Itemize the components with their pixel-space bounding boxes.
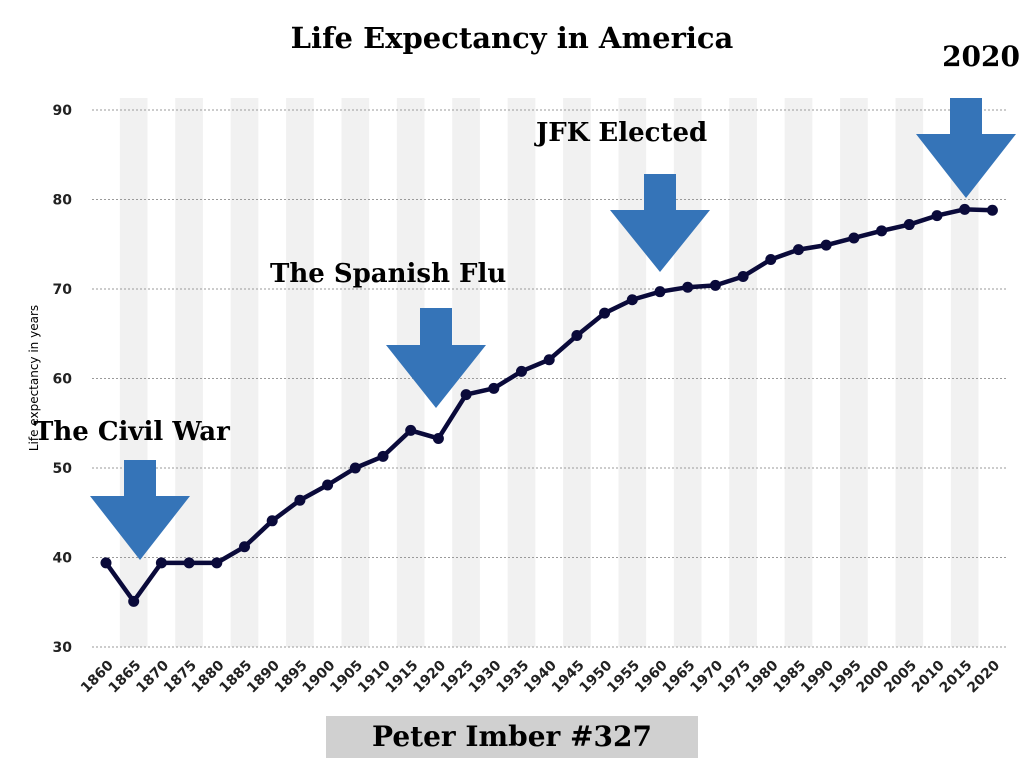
- data-point: [100, 557, 112, 569]
- data-point: [294, 494, 306, 506]
- background-band: [175, 98, 203, 647]
- background-band: [895, 98, 924, 647]
- y-tick-label: 90: [53, 103, 73, 119]
- arrow-down-icon: [386, 308, 486, 408]
- background-band: [618, 98, 647, 647]
- data-point: [599, 307, 611, 319]
- background-band: [840, 98, 868, 647]
- data-point: [682, 281, 694, 293]
- data-point: [626, 294, 638, 306]
- data-point: [709, 279, 721, 291]
- y-axis-label: Life expectancy in years: [27, 305, 41, 451]
- y-tick-label: 30: [53, 640, 73, 656]
- y-tick-label: 50: [53, 461, 73, 477]
- annotation-labels: The Civil War The Spanish Flu JFK Elected 2…: [34, 40, 1020, 447]
- data-point: [793, 244, 804, 256]
- data-point: [516, 365, 527, 377]
- data-point: [405, 424, 417, 436]
- background-band: [563, 98, 591, 647]
- arrow-down-icon: [90, 460, 190, 560]
- data-point: [959, 203, 971, 215]
- data-point: [266, 515, 278, 527]
- annotation-label: The Civil War: [34, 417, 230, 447]
- data-point: [377, 450, 389, 462]
- data-point: [239, 541, 250, 553]
- data-point: [432, 432, 444, 444]
- data-point: [128, 595, 140, 607]
- chart-title: Life Expectancy in America: [291, 21, 734, 55]
- data-point: [460, 389, 472, 401]
- data-point: [737, 270, 749, 282]
- data-point: [543, 354, 555, 366]
- data-point: [322, 479, 334, 491]
- x-tick-label: 2020: [964, 657, 1003, 696]
- x-axis-ticks: 1860186518701875188018851890189519001905…: [78, 657, 1003, 696]
- y-tick-label: 80: [53, 193, 73, 209]
- gridlines: [92, 109, 1006, 648]
- credit-box: [326, 716, 698, 758]
- data-point: [986, 204, 998, 216]
- background-band: [341, 98, 370, 647]
- data-point: [349, 462, 361, 474]
- annotation-label: JFK Elected: [534, 118, 707, 148]
- data-point: [488, 382, 500, 394]
- annotation-label: The Spanish Flu: [270, 259, 506, 289]
- y-axis-ticks: 30 40 50 60 70 80 90: [53, 103, 73, 656]
- arrow-down-icon: [916, 98, 1016, 198]
- background-band: [119, 98, 148, 647]
- background-band: [673, 98, 702, 647]
- y-tick-label: 40: [53, 551, 73, 567]
- data-point: [848, 232, 860, 244]
- background-band: [230, 98, 259, 647]
- arrow-down-icon: [610, 174, 710, 272]
- data-point: [211, 557, 223, 569]
- data-point: [903, 219, 915, 231]
- data-point: [571, 330, 583, 342]
- background-band: [784, 98, 813, 647]
- data-point: [654, 286, 666, 298]
- data-point: [931, 210, 943, 222]
- y-tick-label: 60: [53, 372, 73, 388]
- background-bands: [119, 98, 979, 647]
- annotation-arrows: [90, 98, 1016, 560]
- data-point: [183, 557, 195, 569]
- data-point: [765, 253, 777, 265]
- background-band: [729, 98, 757, 647]
- data-point: [820, 239, 832, 251]
- credit-label: Peter Imber #327: [372, 720, 652, 753]
- data-point: [876, 225, 888, 237]
- annotation-label: 2020: [942, 40, 1020, 73]
- series-line: [100, 203, 998, 607]
- data-point: [155, 557, 167, 569]
- background-band: [286, 98, 314, 647]
- y-tick-label: 70: [53, 282, 73, 298]
